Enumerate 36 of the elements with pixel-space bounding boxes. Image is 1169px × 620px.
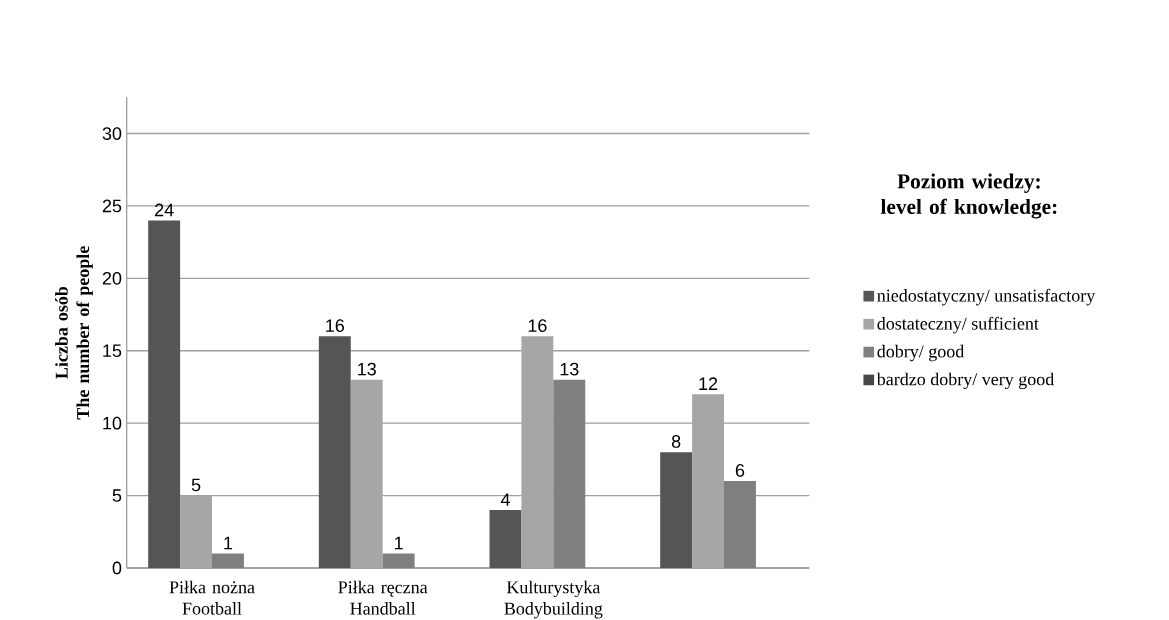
y-tick-label: 25 xyxy=(102,199,122,213)
bar xyxy=(318,336,351,568)
data-label: 16 xyxy=(326,319,345,332)
data-label: 6 xyxy=(735,464,745,477)
x-tick-label: Piłka nożna Football xyxy=(169,580,255,615)
data-label: 5 xyxy=(191,478,201,492)
bar xyxy=(660,452,693,568)
data-label: 8 xyxy=(671,435,681,448)
x-tick-label: Piłka ręczna Handball xyxy=(338,580,428,615)
legend-label: bardzo dobry/ very good xyxy=(876,372,1055,390)
x-tick-label: Kulturystyka Bodybuilding xyxy=(504,580,603,619)
y-tick-label: 20 xyxy=(102,271,122,285)
bar xyxy=(489,510,522,568)
y-tick-label: 5 xyxy=(112,489,122,502)
bar xyxy=(382,553,415,568)
data-label: 1 xyxy=(224,536,233,550)
data-label: 12 xyxy=(699,377,718,390)
data-label: 16 xyxy=(528,319,547,332)
y-tick-label: 30 xyxy=(102,127,122,140)
y-tick-label: 15 xyxy=(103,344,122,358)
y-tick-label: 10 xyxy=(103,416,122,430)
data-label: 13 xyxy=(560,362,579,376)
data-label: 13 xyxy=(358,362,376,376)
data-label: 1 xyxy=(395,536,403,550)
bar xyxy=(212,553,244,568)
y-axis-title: Liczba osób The number of people xyxy=(55,246,93,420)
legend-label: dostateczny/ sufficient xyxy=(877,316,1039,334)
data-label: 4 xyxy=(500,493,510,506)
bar xyxy=(553,379,586,568)
legend-title: Poziom wiedzy: level of knowledge: xyxy=(880,173,1057,219)
data-label: 24 xyxy=(155,203,174,217)
legend-label: niedostatyczny/ unsatisfactory xyxy=(877,288,1096,306)
y-tick-label: 0 xyxy=(112,561,122,575)
bar xyxy=(148,220,181,568)
legend-label: dobry/ good xyxy=(877,344,965,362)
bar xyxy=(724,481,756,568)
